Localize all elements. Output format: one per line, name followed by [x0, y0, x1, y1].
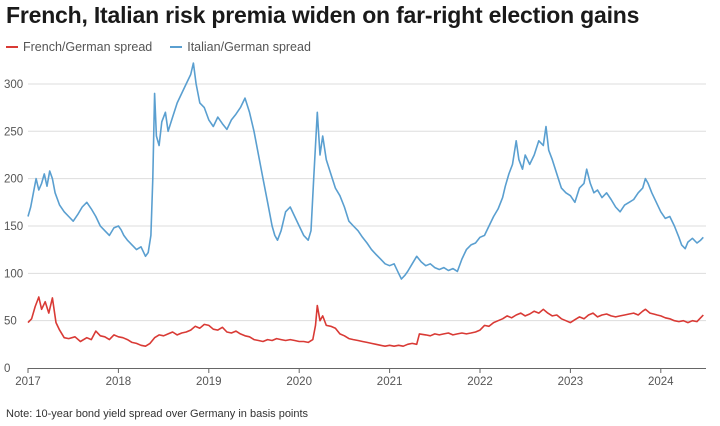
legend-swatch-french — [6, 46, 18, 48]
chart-title: French, Italian risk premia widen on far… — [6, 2, 640, 28]
legend-swatch-italian — [170, 46, 183, 48]
x-tick-label-2019: 2019 — [196, 376, 222, 388]
x-tick-label-2017: 2017 — [15, 376, 41, 388]
legend-label-italian: Italian/German spread — [187, 40, 311, 54]
x-tick-label-2018: 2018 — [106, 376, 132, 388]
x-tick-label-2021: 2021 — [377, 376, 403, 388]
footnote: Note: 10-year bond yield spread over Ger… — [6, 408, 309, 420]
y-tick-label-300: 300 — [4, 79, 23, 91]
x-tick-label-2024: 2024 — [648, 376, 674, 388]
x-tick-label-2020: 2020 — [286, 376, 312, 388]
series-line-italian-german — [27, 62, 704, 280]
x-tick-label-2023: 2023 — [558, 376, 584, 388]
legend-item-italian: Italian/German spread — [170, 40, 311, 54]
y-tick-label-200: 200 — [4, 174, 23, 186]
y-tick-label-150: 150 — [4, 221, 23, 233]
legend: French/German spread Italian/German spre… — [6, 40, 311, 54]
legend-item-french: French/German spread — [6, 40, 152, 54]
series-line-french-german — [27, 296, 704, 347]
x-tick-label-2022: 2022 — [467, 376, 493, 388]
y-tick-label-100: 100 — [4, 268, 23, 280]
y-tick-label-0: 0 — [4, 363, 10, 375]
y-tick-label-250: 250 — [4, 126, 23, 138]
legend-label-french: French/German spread — [23, 40, 153, 54]
y-tick-label-50: 50 — [4, 316, 17, 328]
